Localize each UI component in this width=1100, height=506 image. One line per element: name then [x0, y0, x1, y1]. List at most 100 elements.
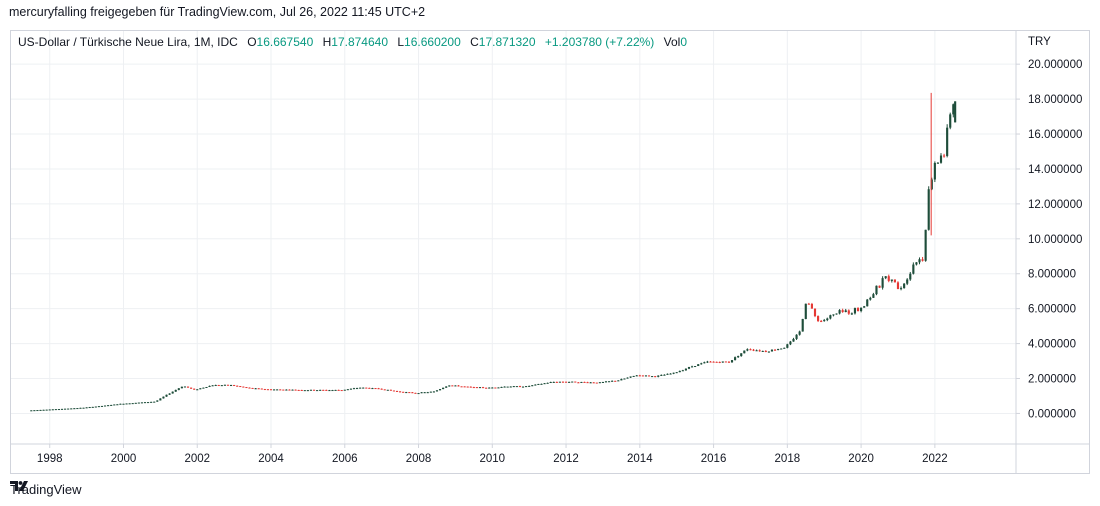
candle: [475, 387, 479, 389]
legend-vol-label: Vol: [664, 35, 681, 49]
candle-body: [604, 381, 608, 383]
candle: [611, 380, 614, 382]
candle: [574, 381, 577, 383]
candle: [558, 381, 561, 383]
candle-body: [294, 389, 297, 391]
candle: [39, 409, 42, 411]
currency-label: TRY: [1028, 36, 1051, 48]
candle-body: [328, 390, 331, 392]
candle-body: [190, 387, 193, 389]
candle: [801, 318, 804, 332]
candle: [890, 279, 893, 283]
candle: [312, 389, 316, 391]
candle: [331, 389, 334, 392]
candle-body: [601, 381, 605, 383]
candle-body: [386, 389, 389, 391]
candle-body: [835, 313, 838, 315]
candle-body: [749, 349, 752, 351]
candle-body: [300, 390, 303, 392]
candle-body: [721, 361, 724, 363]
price-chart[interactable]: 20.000000 18.000000 16.000000 14.000000 12.0…: [0, 0, 1100, 480]
candle-body: [316, 390, 319, 392]
candle-body: [746, 349, 749, 351]
candle-body: [199, 388, 202, 390]
candle: [635, 374, 638, 377]
candle: [190, 387, 193, 389]
candle: [918, 257, 921, 265]
candle-body: [282, 389, 285, 391]
candle-body: [887, 276, 890, 281]
candle-body: [896, 282, 900, 289]
candle-body: [322, 389, 325, 391]
candle: [878, 285, 881, 289]
candle-body: [943, 155, 946, 157]
candle: [67, 408, 70, 410]
tradingview-logo-icon[interactable]: [10, 480, 32, 492]
y-tick-label: 4.000000: [1028, 339, 1076, 351]
candles: [30, 92, 957, 412]
candle: [912, 262, 915, 275]
candle-body: [783, 347, 786, 349]
candle: [552, 381, 555, 383]
candle: [764, 350, 767, 353]
candle: [543, 383, 546, 385]
candle: [374, 387, 377, 390]
x-tick-label: 2006: [332, 453, 358, 465]
candle: [820, 319, 823, 323]
footer-brand[interactable]: TradingView: [10, 481, 82, 497]
candle: [838, 309, 841, 315]
candle: [684, 368, 687, 371]
candle: [143, 402, 147, 404]
candle-body: [912, 264, 915, 274]
candle: [623, 378, 626, 380]
candle-body: [703, 362, 706, 364]
candle-body: [156, 400, 159, 402]
candle-body: [325, 389, 328, 391]
candle-body: [647, 375, 651, 377]
candle: [236, 385, 239, 387]
candle-body: [872, 294, 875, 298]
candle: [746, 348, 749, 352]
candle: [137, 402, 140, 404]
candle: [528, 385, 531, 387]
candle: [110, 404, 113, 406]
chart-panel[interactable]: [10, 30, 1090, 474]
time-axis: 1998 2000 2002 2004 2006 2008 2010 2012 2014 2016…: [11, 443, 1089, 465]
candle-body: [832, 314, 835, 316]
candle: [949, 112, 952, 130]
candle-body: [820, 320, 823, 322]
candle-body: [675, 372, 678, 374]
candle-body: [518, 386, 522, 388]
legend-open: 16.667540: [257, 35, 314, 49]
candle: [500, 386, 503, 388]
candle-body: [564, 381, 568, 383]
candle-body: [795, 334, 798, 339]
candle: [340, 390, 343, 392]
candle-body: [85, 407, 88, 409]
candle: [73, 408, 76, 410]
candle-body: [334, 389, 337, 391]
candle-body: [629, 376, 632, 378]
candle-body: [654, 376, 657, 378]
candle: [368, 387, 371, 389]
last-candle[interactable]: [954, 101, 957, 123]
candle: [813, 308, 817, 318]
candle: [463, 386, 466, 388]
candle: [423, 392, 426, 394]
candle: [678, 370, 681, 373]
candle: [706, 360, 709, 363]
candle: [549, 381, 552, 384]
candle-body: [33, 410, 36, 412]
candle-body: [617, 380, 620, 382]
candle-body: [223, 384, 226, 386]
candle: [457, 385, 460, 387]
candle-body: [816, 316, 820, 321]
candle-body: [54, 409, 57, 411]
candle: [654, 375, 657, 378]
candle-body: [88, 407, 91, 409]
candle: [761, 350, 764, 352]
candle: [128, 403, 131, 405]
candle: [48, 409, 51, 411]
candle-body: [734, 357, 737, 361]
candle: [153, 401, 156, 403]
